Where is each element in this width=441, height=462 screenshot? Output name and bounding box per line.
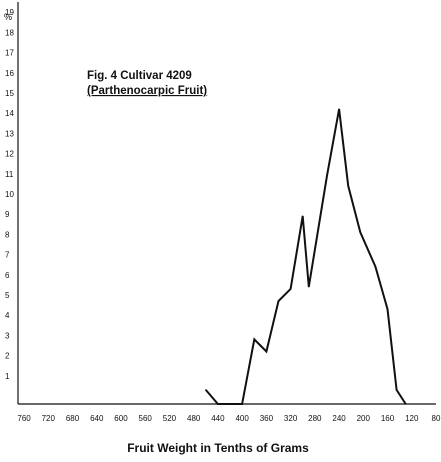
x-tick-label: 760 xyxy=(17,414,31,423)
x-tick-label: 600 xyxy=(114,414,128,423)
data-point xyxy=(374,266,377,268)
y-tick-label: 3 xyxy=(5,331,10,340)
x-tick-label: 680 xyxy=(66,414,80,423)
x-tick-label: 360 xyxy=(260,414,274,423)
x-tick-label: 280 xyxy=(308,414,322,423)
data-point xyxy=(386,308,389,310)
data-point xyxy=(396,389,398,391)
x-tick-label: 480 xyxy=(187,414,201,423)
x-tick-label: 80 xyxy=(432,414,441,423)
chart-subtitle: (Parthenocarpic Fruit) xyxy=(87,85,207,97)
y-tick-label: 8 xyxy=(5,230,10,239)
x-tick-label: 400 xyxy=(235,414,249,423)
x-axis-title: Fruit Weight in Tenths of Grams xyxy=(127,441,309,455)
x-tick-label: 720 xyxy=(42,414,56,423)
x-tick-label: 320 xyxy=(284,414,298,423)
y-tick-label: 13 xyxy=(5,129,14,138)
x-tick-label: 640 xyxy=(90,414,104,423)
y-tick-label: 19 xyxy=(5,8,14,17)
y-tick-label: 14 xyxy=(5,109,14,118)
y-axis-unit: % xyxy=(4,12,12,22)
data-point xyxy=(265,350,267,353)
y-tick-label: 5 xyxy=(5,291,10,300)
data-point xyxy=(326,175,328,177)
data-point xyxy=(308,286,310,288)
axes xyxy=(17,2,436,405)
x-tick-label: 200 xyxy=(357,414,371,423)
data-point xyxy=(217,403,219,405)
data-point xyxy=(277,300,280,302)
x-tick-label: 160 xyxy=(381,414,395,423)
x-axis-ticks: 760 720 680 640 600 560 520 480 440 400 360 320 280 2… xyxy=(17,414,441,423)
y-tick-label: 11 xyxy=(5,170,14,179)
y-tick-label: 12 xyxy=(5,150,14,159)
y-tick-label: 15 xyxy=(5,89,14,98)
data-point xyxy=(290,288,292,290)
x-tick-label: 520 xyxy=(163,414,177,423)
data-point xyxy=(253,338,255,340)
data-point xyxy=(241,403,243,405)
y-tick-label: 6 xyxy=(5,271,10,280)
y-tick-label: 9 xyxy=(5,210,10,219)
y-tick-label: 17 xyxy=(5,49,14,58)
x-tick-label: 120 xyxy=(405,414,419,423)
y-tick-label: 10 xyxy=(5,190,14,199)
y-tick-label: 18 xyxy=(5,28,14,37)
y-tick-label: 1 xyxy=(5,372,10,381)
x-tick-label: 560 xyxy=(139,414,153,423)
data-point xyxy=(359,231,361,233)
data-point xyxy=(338,108,340,110)
x-tick-label: 240 xyxy=(332,414,346,423)
y-tick-label: 2 xyxy=(5,352,10,361)
chart-title: Fig. 4 Cultivar 4209 xyxy=(87,70,192,82)
data-point xyxy=(205,389,207,391)
series-group xyxy=(205,108,407,405)
data-point xyxy=(302,215,304,217)
data-point xyxy=(347,185,349,187)
y-tick-label: 4 xyxy=(5,311,10,320)
y-tick-label: 7 xyxy=(5,251,10,260)
series-line xyxy=(205,108,407,405)
x-tick-label: 440 xyxy=(211,414,225,423)
data-point xyxy=(405,403,407,405)
y-tick-label: 16 xyxy=(5,69,14,78)
